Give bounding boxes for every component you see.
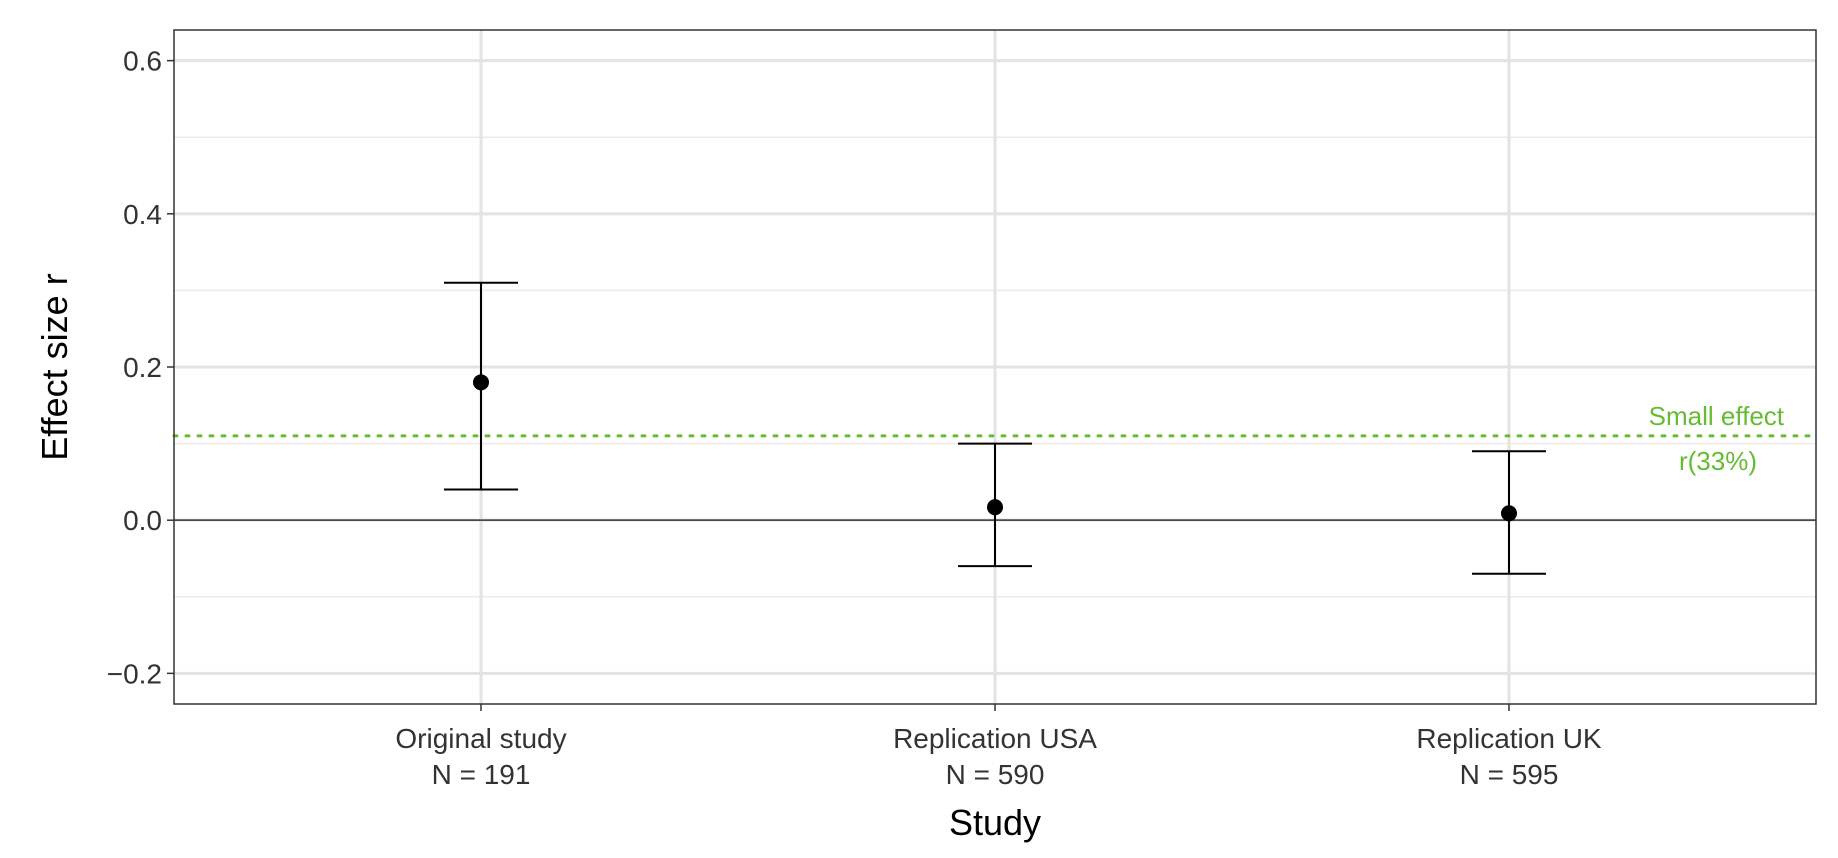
data-point	[1501, 505, 1517, 522]
axes: −0.2 0.0 0.2 0.4 0.6 Original study N = 191 Rep…	[107, 46, 1602, 790]
data-points	[444, 281, 1546, 575]
x-tick-label: Original study	[395, 723, 566, 754]
x-tick-n-label: N = 191	[432, 759, 531, 790]
y-tick-label: 0.0	[123, 505, 162, 536]
x-tick-n-label: N = 590	[946, 759, 1045, 790]
small-effect-label: Small effect	[1649, 401, 1785, 431]
x-tick-n-label: N = 595	[1460, 759, 1559, 790]
y-tick-label: 0.6	[123, 46, 162, 77]
y-axis-title: Effect size r	[34, 273, 75, 460]
data-point	[987, 499, 1003, 516]
y-tick-label: −0.2	[107, 658, 162, 689]
x-tick-label: Replication USA	[893, 723, 1097, 754]
y-tick-label: 0.2	[123, 352, 162, 383]
small-effect-r-label: r(33%)	[1679, 446, 1757, 476]
x-tick-label: Replication UK	[1416, 723, 1602, 754]
y-tick-label: 0.4	[123, 199, 162, 230]
x-axis-title: Study	[949, 802, 1041, 843]
data-point	[473, 374, 489, 391]
